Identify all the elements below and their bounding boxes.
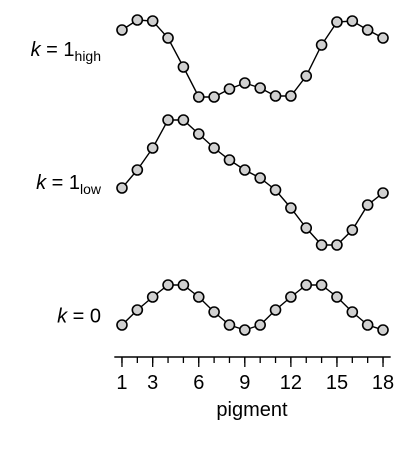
series-line	[121, 284, 384, 331]
data-point	[300, 70, 313, 82]
data-point	[116, 182, 128, 194]
label-var: k	[31, 39, 42, 61]
data-point	[162, 114, 174, 126]
data-point	[361, 199, 374, 211]
data-point	[208, 306, 220, 318]
data-point	[239, 164, 251, 176]
data-point	[239, 77, 251, 89]
data-point	[223, 83, 236, 95]
data-point	[146, 15, 159, 27]
data-point	[269, 184, 282, 196]
data-point	[361, 24, 374, 36]
data-point	[269, 304, 282, 316]
data-point	[223, 319, 236, 331]
data-point	[300, 279, 313, 291]
data-point	[192, 128, 205, 140]
x-axis-label: pigment	[216, 399, 288, 421]
x-tick-label: 12	[280, 372, 302, 394]
data-point	[285, 291, 297, 303]
data-point	[315, 279, 328, 291]
x-tick-label: 3	[147, 372, 158, 394]
data-point	[177, 61, 190, 73]
data-point	[331, 16, 343, 28]
x-tick-label: 9	[239, 372, 250, 394]
data-point	[208, 91, 220, 103]
data-point	[146, 291, 159, 303]
panel-label: k = 1low	[36, 172, 102, 196]
data-point	[116, 24, 128, 36]
data-point	[162, 279, 174, 291]
x-tick-label: 18	[372, 372, 394, 394]
x-tick-label: 1	[116, 372, 127, 394]
label-rest: = 1	[46, 39, 74, 61]
data-point	[223, 154, 236, 166]
data-point	[254, 172, 266, 184]
data-point	[300, 222, 313, 234]
data-point	[285, 90, 297, 102]
data-point	[192, 91, 205, 103]
data-point	[346, 224, 359, 236]
data-point	[177, 114, 190, 126]
data-point	[285, 202, 297, 214]
data-point	[269, 90, 282, 102]
data-point	[131, 304, 144, 316]
panel-label: k = 1high	[31, 39, 101, 63]
data-point	[239, 324, 251, 336]
data-point	[377, 187, 389, 199]
label-sub: low	[80, 181, 102, 197]
data-point	[146, 142, 159, 154]
data-point	[315, 239, 328, 251]
label-var: k	[36, 172, 47, 194]
data-point	[377, 32, 389, 44]
label-sub: high	[75, 48, 101, 64]
label-rest: = 1	[52, 172, 80, 194]
data-point	[116, 319, 128, 331]
data-point	[346, 15, 359, 27]
label-rest: = 0	[73, 306, 101, 328]
data-point	[331, 291, 343, 303]
x-tick-label: 6	[193, 372, 204, 394]
data-point	[162, 32, 174, 44]
panel-label: k = 0	[57, 306, 101, 328]
data-point	[131, 164, 144, 176]
data-point	[131, 14, 144, 26]
data-point	[177, 279, 190, 291]
data-point	[377, 324, 389, 336]
data-point	[254, 82, 266, 94]
series-line	[121, 119, 384, 246]
label-var: k	[57, 306, 68, 328]
x-tick-label: 15	[326, 372, 348, 394]
data-point	[346, 306, 359, 318]
series-line	[121, 19, 384, 98]
data-point	[208, 142, 220, 154]
data-point	[254, 319, 266, 331]
data-point	[315, 39, 328, 51]
data-point	[331, 239, 343, 251]
data-point	[192, 291, 205, 303]
data-point	[361, 319, 374, 331]
